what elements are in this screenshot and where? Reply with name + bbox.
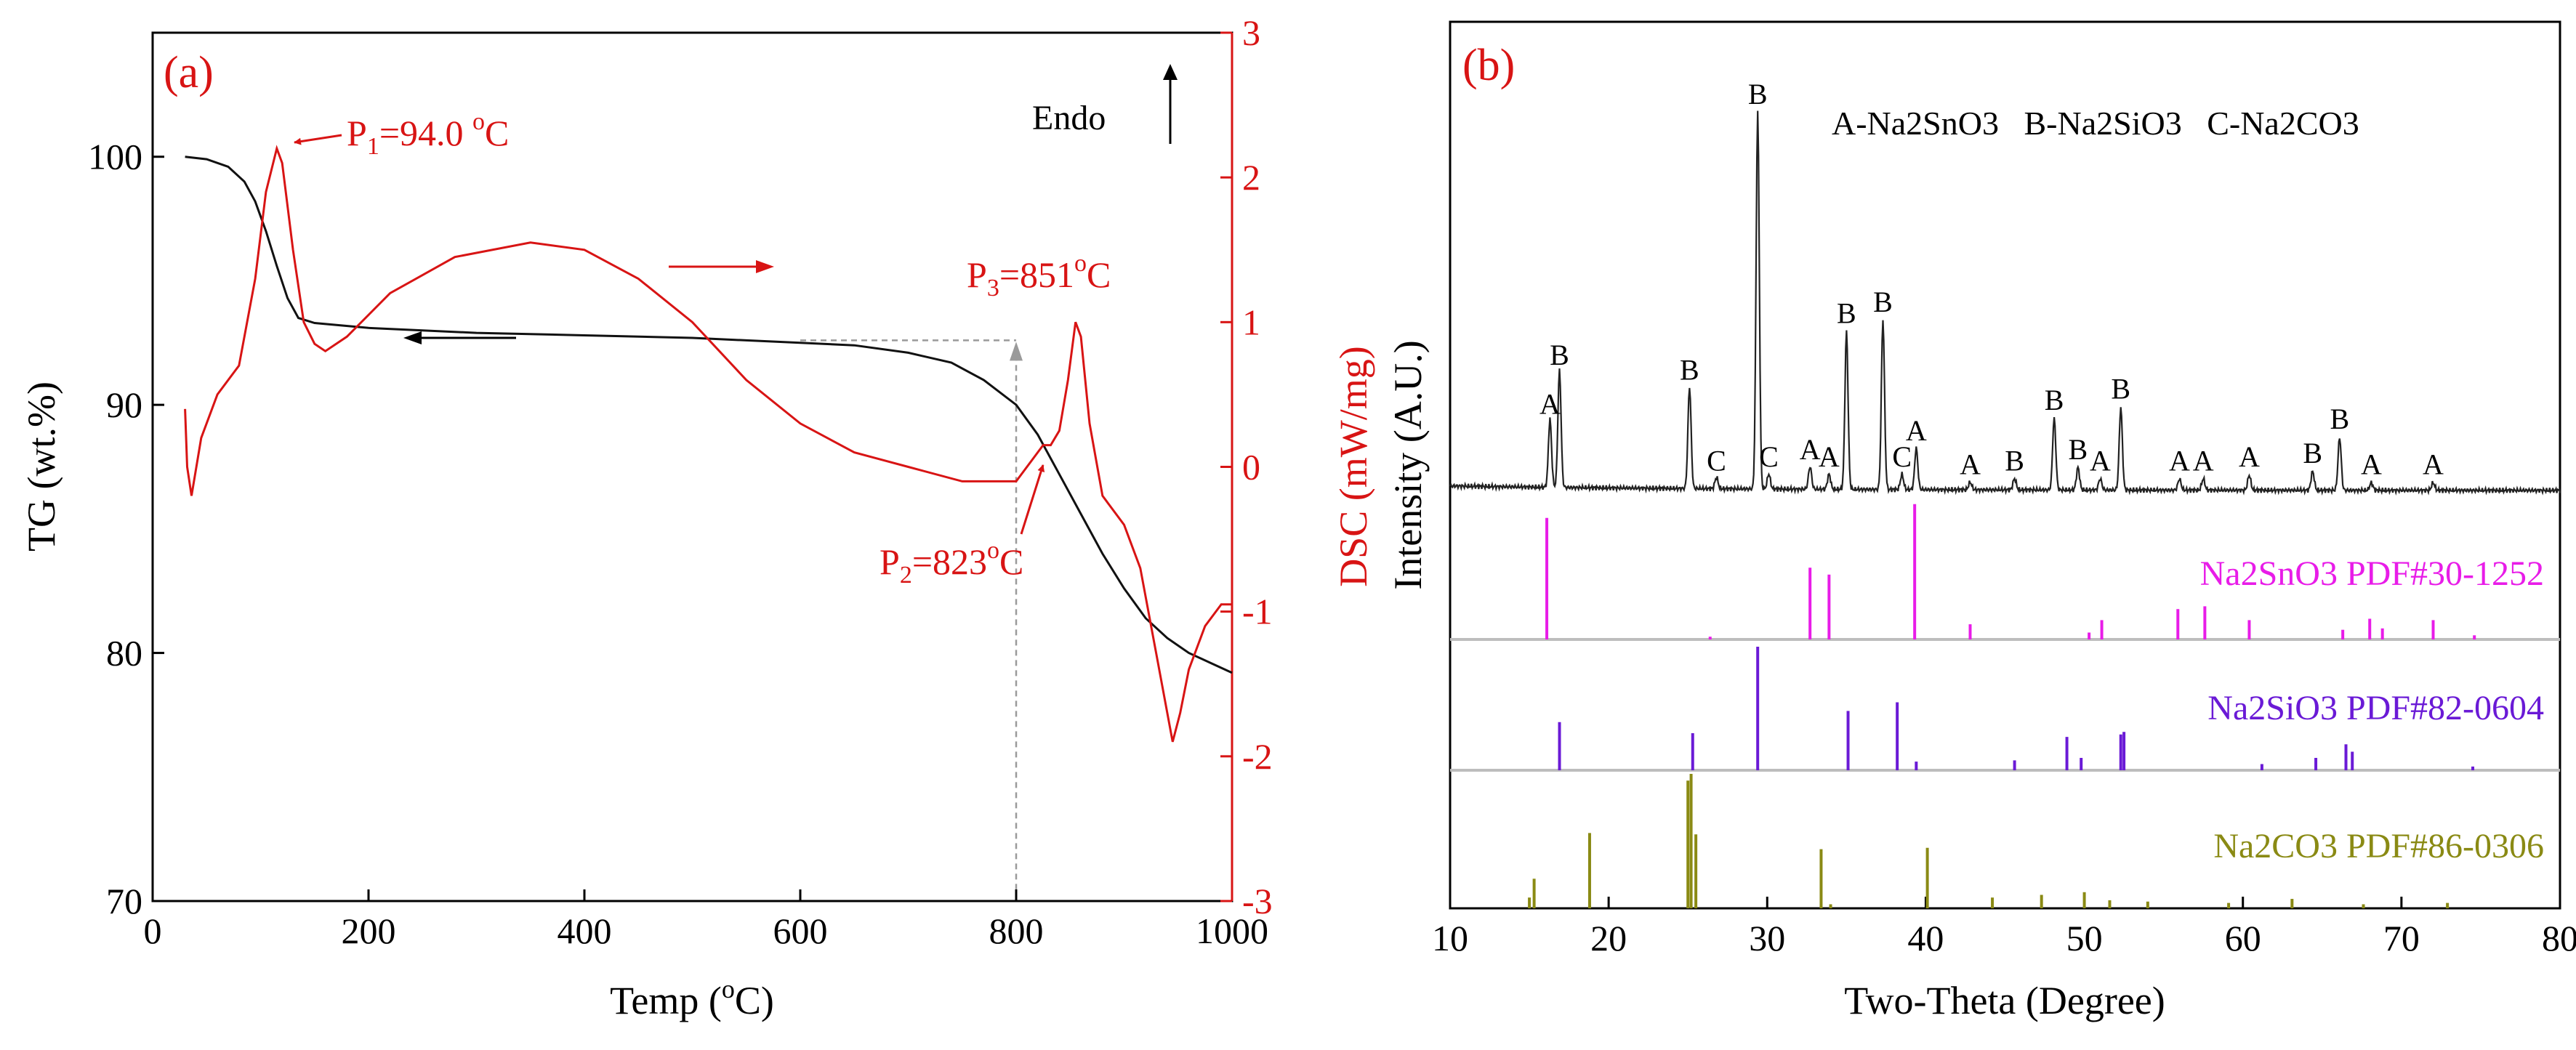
endo-arrowhead-icon — [1163, 64, 1178, 80]
peak-label: A — [1906, 414, 1927, 447]
dsc-tick-label: 1 — [1242, 302, 1260, 342]
endo-label: Endo — [1032, 99, 1106, 137]
peak-label: A — [1960, 448, 1981, 481]
two-theta-axis-ticks: 10 20 30 40 50 60 70 80 — [1432, 897, 2576, 958]
peak-label: B — [2005, 444, 2024, 477]
x-tick-label: 60 — [2225, 918, 2261, 958]
p2-unit: C — [999, 541, 1023, 582]
reference-dividers — [1450, 638, 2560, 772]
x-tick-label: 30 — [1749, 918, 1785, 958]
dsc-tick-label: -2 — [1242, 736, 1273, 777]
x-axis-title: Temp (oC) — [610, 974, 774, 1022]
peak-label: A — [2423, 448, 2444, 481]
peak-label: A — [2169, 444, 2190, 477]
p1-value: 94.0 — [400, 113, 464, 153]
peak-label: A — [1819, 440, 1840, 473]
guide-arrowhead-icon — [1010, 342, 1023, 361]
p3-degree-symbol: o — [1074, 250, 1087, 277]
tg-axis-ticks: 70 80 90 100 — [88, 137, 164, 921]
x-axis-title-b: Two-Theta (Degree) — [1844, 979, 2165, 1022]
p2-degree-symbol: o — [987, 537, 999, 564]
dsc-tick-label: 2 — [1242, 157, 1260, 198]
x-tick-label: 0 — [144, 910, 162, 951]
reference-name-na2sio3: Na2SiO3 PDF#82-0604 — [2207, 689, 2544, 727]
x-tick-label: 20 — [1590, 918, 1627, 958]
peak-label: B — [1837, 297, 1856, 330]
peak-label: B — [2111, 373, 2130, 405]
dsc-axis-title: DSC (mW/mg) — [1332, 346, 1375, 587]
p3-unit: C — [1087, 254, 1111, 295]
reference-name-na2co3: Na2CO3 PDF#86-0306 — [2213, 827, 2544, 865]
x-axis-ticks: 0 200 400 600 800 1000 — [144, 889, 1268, 951]
dsc-tick-label: -3 — [1242, 881, 1273, 921]
peak-label: A — [2361, 448, 2382, 481]
tg-dsc-chart: 0 200 400 600 800 1000 70 80 90 100 -3 -2 -1 0 1 2 3 (… — [20, 12, 1375, 1022]
dsc-axis-pointer-arrowhead-icon — [756, 260, 774, 273]
x-tick-label: 600 — [773, 910, 828, 951]
svg-text:P3=851oC: P3=851oC — [967, 250, 1111, 302]
peak-label: A — [2090, 444, 2111, 477]
x-tick-label: 1000 — [1196, 910, 1268, 951]
reference-stick-patterns — [1528, 504, 2476, 908]
dsc-series-line — [184, 145, 1232, 743]
guide-line-800c — [800, 339, 1023, 901]
tg-tick-label: 90 — [106, 384, 142, 425]
x-tick-label: 70 — [2383, 918, 2420, 958]
reference-name-na2sno3: Na2SnO3 PDF#30-1252 — [2200, 554, 2544, 593]
p3-value: 851 — [1020, 254, 1074, 295]
peak-label: B — [1680, 354, 1699, 387]
p1-degree-symbol: o — [472, 108, 485, 135]
tg-tick-label: 70 — [106, 881, 142, 921]
peak-label: C — [1759, 440, 1779, 473]
svg-text:P1=94.0 oC: P1=94.0 oC — [347, 108, 509, 160]
panel-a-label: (a) — [164, 48, 214, 97]
dsc-axis-ticks: -3 -2 -1 0 1 2 3 — [1220, 12, 1273, 921]
panel-b-label: (b) — [1462, 41, 1515, 90]
peak-label: B — [2045, 384, 2064, 416]
x-tick-label: 50 — [2066, 918, 2103, 958]
p2-value: 823 — [933, 541, 987, 582]
peak-label: A — [2239, 440, 2260, 473]
peak-label: C — [1707, 444, 1726, 477]
x-tick-label: 800 — [989, 910, 1044, 951]
dsc-tick-label: 0 — [1242, 447, 1260, 488]
peak-label: A — [1539, 387, 1561, 420]
intensity-axis-title: Intensity (A.U.) — [1386, 340, 1430, 589]
x-axis-degree-symbol: o — [722, 974, 735, 1003]
dsc-tick-label: 3 — [1242, 12, 1260, 53]
peak-label: B — [2069, 433, 2088, 466]
peak-label: B — [1550, 339, 1569, 371]
peak-annotation-p3: P3=851oC — [967, 250, 1111, 302]
phase-legend: A-Na2SnO3 B-Na2SiO3 C-Na2CO3 — [1832, 105, 2359, 142]
svg-text:P2=823oC: P2=823oC — [880, 537, 1023, 589]
tg-tick-label: 100 — [88, 137, 142, 177]
p3-subscript: 3 — [987, 275, 999, 302]
peak-annotation-p2: P2=823oC — [880, 464, 1045, 589]
tg-tick-label: 80 — [106, 633, 142, 674]
peak-label: A — [2193, 444, 2214, 477]
peak-label: B — [1873, 286, 1893, 318]
x-tick-label: 10 — [1432, 918, 1468, 958]
x-tick-label: 200 — [342, 910, 396, 951]
xrd-pattern-line — [1449, 110, 2561, 496]
p2-subscript: 2 — [900, 562, 912, 589]
peak-label: B — [1748, 78, 1768, 110]
tg-axis-title: TG (wt.%) — [20, 381, 63, 552]
tg-series-line — [185, 156, 1233, 674]
tg-axis-pointer-arrowhead-icon — [403, 331, 422, 344]
peak-label: B — [2330, 403, 2349, 435]
p1-unit: C — [485, 113, 509, 153]
p1-subscript: 1 — [367, 133, 379, 160]
peak-label: A — [1800, 433, 1821, 466]
dsc-tick-label: -1 — [1242, 591, 1273, 632]
peak-annotation-p1: P1=94.0 oC — [294, 108, 509, 160]
peak-label: C — [1892, 440, 1912, 473]
peak-label: B — [2303, 437, 2322, 469]
x-tick-label: 40 — [1907, 918, 1944, 958]
x-tick-label: 80 — [2542, 918, 2576, 958]
x-tick-label: 400 — [558, 910, 612, 951]
